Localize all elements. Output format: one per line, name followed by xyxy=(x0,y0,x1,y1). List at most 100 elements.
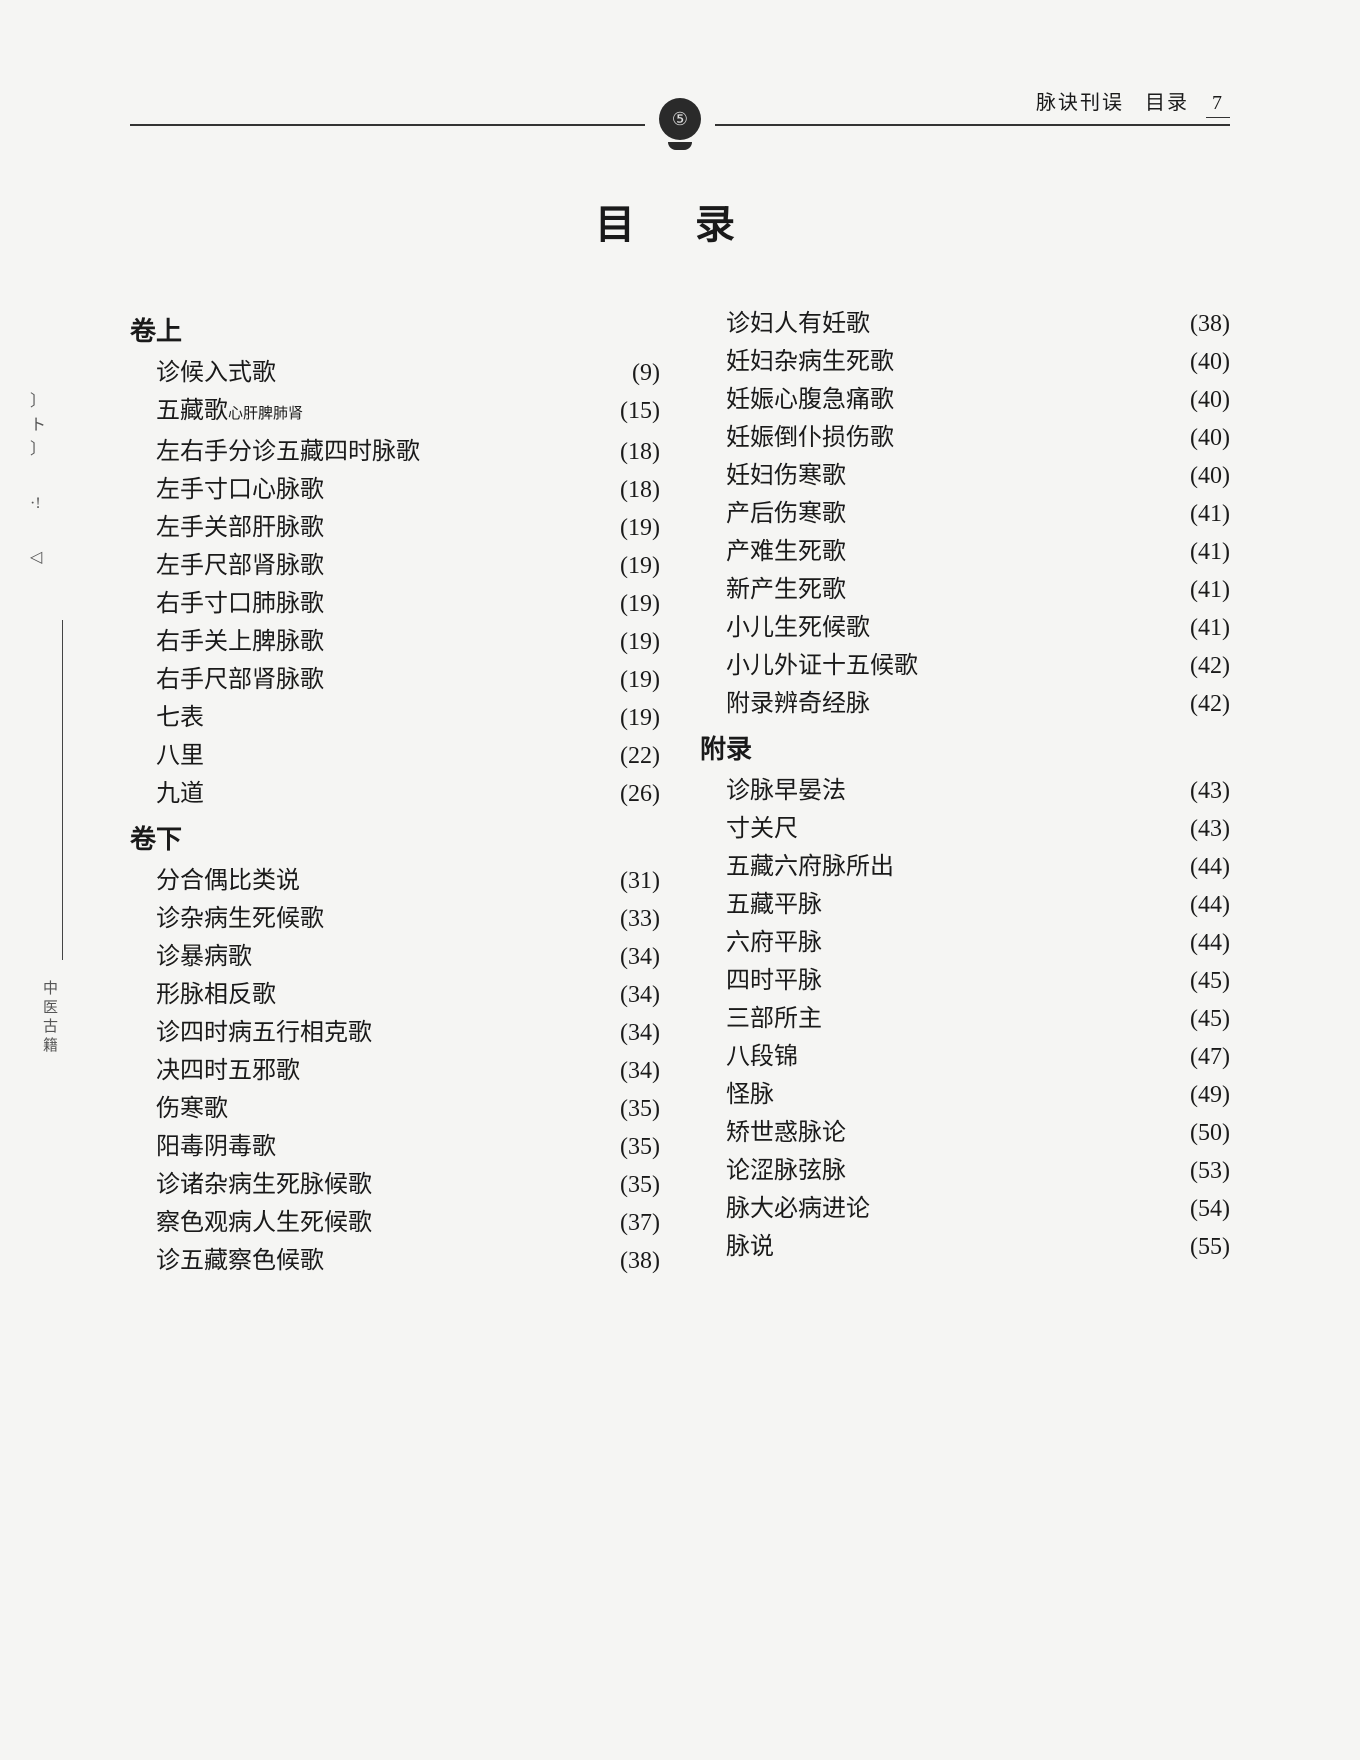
entry-page: (50) xyxy=(1190,1114,1230,1152)
toc-entry: 产后伤寒歌 (41) xyxy=(700,495,1230,533)
entry-page: (35) xyxy=(620,1128,660,1166)
toc-entry: 形脉相反歌(34) xyxy=(130,976,660,1014)
entry-page: (19) xyxy=(620,585,660,623)
toc-entry: 妊娠心腹急痛歌(40) xyxy=(700,381,1230,419)
entry-title: 矫世惑脉论 xyxy=(726,1114,846,1152)
entry-page: (35) xyxy=(620,1090,660,1128)
entry-page: (49) xyxy=(1190,1076,1230,1114)
entry-title: 六府平脉 xyxy=(726,924,822,962)
toc-entry: 分合偶比类说(31) xyxy=(130,862,660,900)
entry-title: 八里 xyxy=(156,737,204,775)
entry-page: (40) xyxy=(1190,419,1230,457)
entry-page: (45) xyxy=(1190,962,1230,1000)
toc-entry: 决四时五邪歌 (34) xyxy=(130,1052,660,1090)
header-rule: ⑤ 脉诀刊误 目录 7 xyxy=(130,100,1230,142)
entry-page: (22) xyxy=(620,737,660,775)
entry-page: (44) xyxy=(1190,886,1230,924)
entry-page: (19) xyxy=(620,623,660,661)
entry-title: 产难生死歌 xyxy=(726,533,846,571)
entry-page: (40) xyxy=(1190,343,1230,381)
toc-column: 卷上诊候入式歌(9)五藏歌心肝脾肺肾(15)左右手分诊五藏四时脉歌(18)左手寸… xyxy=(130,305,660,1280)
toc-entry: 诊脉早晏法(43) xyxy=(700,772,1230,810)
entry-page: (34) xyxy=(620,938,660,976)
entry-title: 产后伤寒歌 xyxy=(726,495,846,533)
entry-title: 诊候入式歌 xyxy=(156,354,276,392)
page: ⑤ 脉诀刊误 目录 7 目录 卷上诊候入式歌(9)五藏歌心肝脾肺肾(15)左右手… xyxy=(130,100,1230,1280)
entry-title: 论涩脉弦脉 xyxy=(726,1152,846,1190)
toc-title: 目录 xyxy=(160,192,1230,250)
emblem-icon: ⑤ xyxy=(659,98,701,140)
entry-page: (19) xyxy=(620,509,660,547)
running-head: 脉诀刊误 目录 7 xyxy=(1036,86,1230,118)
entry-title: 四时平脉 xyxy=(726,962,822,1000)
entry-title: 妊妇杂病生死歌 xyxy=(726,343,894,381)
toc-entry: 脉说 (55) xyxy=(700,1228,1230,1266)
entry-title: 妊娠心腹急痛歌 xyxy=(726,381,894,419)
entry-title: 诊脉早晏法 xyxy=(726,772,846,810)
entry-page: (55) xyxy=(1190,1228,1230,1266)
toc-entry: 七表(19) xyxy=(130,699,660,737)
entry-page: (15) xyxy=(620,392,660,430)
toc-entry: 矫世惑脉论 (50) xyxy=(700,1114,1230,1152)
toc-columns: 卷上诊候入式歌(9)五藏歌心肝脾肺肾(15)左右手分诊五藏四时脉歌(18)左手寸… xyxy=(130,305,1230,1280)
toc-entry: 五藏歌心肝脾肺肾 (15) xyxy=(130,392,660,433)
toc-entry: 诊五藏察色候歌(38) xyxy=(130,1242,660,1280)
toc-entry: 寸关尺(43) xyxy=(700,810,1230,848)
entry-page: (34) xyxy=(620,976,660,1014)
entry-page: (45) xyxy=(1190,1000,1230,1038)
toc-entry: 四时平脉 (45) xyxy=(700,962,1230,1000)
entry-title: 诊五藏察色候歌 xyxy=(156,1242,324,1280)
entry-title: 脉说 xyxy=(726,1228,774,1266)
margin-decor-bottom: 中医古籍 xyxy=(40,980,60,1056)
entry-title: 右手尺部肾脉歌 xyxy=(156,661,324,699)
toc-entry: 诊候入式歌(9) xyxy=(130,354,660,392)
entry-page: (26) xyxy=(620,775,660,813)
entry-title: 五藏歌心肝脾肺肾 xyxy=(156,392,303,433)
toc-entry: 附录辨奇经脉(42) xyxy=(700,685,1230,723)
entry-page: (41) xyxy=(1190,495,1230,533)
entry-title: 阳毒阴毒歌 xyxy=(156,1128,276,1166)
entry-title: 左手尺部肾脉歌 xyxy=(156,547,324,585)
toc-entry: 怪脉(49) xyxy=(700,1076,1230,1114)
entry-page: (53) xyxy=(1190,1152,1230,1190)
entry-page: (35) xyxy=(620,1166,660,1204)
toc-entry: 五藏六府脉所出(44) xyxy=(700,848,1230,886)
entry-page: (18) xyxy=(620,433,660,471)
section-head: 卷下 xyxy=(130,819,660,856)
toc-entry: 新产生死歌 (41) xyxy=(700,571,1230,609)
entry-page: (47) xyxy=(1190,1038,1230,1076)
entry-page: (41) xyxy=(1190,571,1230,609)
section-head: 附录 xyxy=(700,729,1230,766)
margin-line xyxy=(62,620,63,960)
toc-entry: 五藏平脉(44) xyxy=(700,886,1230,924)
toc-entry: 左手寸口心脉歌 (18) xyxy=(130,471,660,509)
entry-title: 妊妇伤寒歌 xyxy=(726,457,846,495)
entry-title: 五藏六府脉所出 xyxy=(726,848,894,886)
entry-title: 左右手分诊五藏四时脉歌 xyxy=(156,433,420,471)
toc-entry: 诊诸杂病生死脉候歌(35) xyxy=(130,1166,660,1204)
toc-entry: 诊妇人有妊歌(38) xyxy=(700,305,1230,343)
entry-title: 七表 xyxy=(156,699,204,737)
running-head-page: 7 xyxy=(1206,92,1230,118)
toc-column: 诊妇人有妊歌(38)妊妇杂病生死歌(40)妊娠心腹急痛歌(40)妊娠倒仆损伤歌(… xyxy=(700,305,1230,1280)
entry-title: 小儿生死候歌 xyxy=(726,609,870,647)
entry-title: 左手寸口心脉歌 xyxy=(156,471,324,509)
toc-entry: 右手关上脾脉歌(19) xyxy=(130,623,660,661)
entry-title: 察色观病人生死候歌 xyxy=(156,1204,372,1242)
toc-entry: 脉大必病进论(54) xyxy=(700,1190,1230,1228)
entry-title: 新产生死歌 xyxy=(726,571,846,609)
toc-entry: 产难生死歌 (41) xyxy=(700,533,1230,571)
entry-title: 三部所主 xyxy=(726,1000,822,1038)
entry-page: (18) xyxy=(620,471,660,509)
toc-entry: 诊暴病歌(34) xyxy=(130,938,660,976)
toc-entry: 伤寒歌 (35) xyxy=(130,1090,660,1128)
entry-title: 决四时五邪歌 xyxy=(156,1052,300,1090)
entry-title: 诊四时病五行相克歌 xyxy=(156,1014,372,1052)
entry-title: 九道 xyxy=(156,775,204,813)
entry-page: (41) xyxy=(1190,533,1230,571)
entry-page: (34) xyxy=(620,1052,660,1090)
entry-title: 诊杂病生死候歌 xyxy=(156,900,324,938)
entry-page: (33) xyxy=(620,900,660,938)
toc-entry: 诊杂病生死候歌 (33) xyxy=(130,900,660,938)
entry-title: 伤寒歌 xyxy=(156,1090,228,1128)
